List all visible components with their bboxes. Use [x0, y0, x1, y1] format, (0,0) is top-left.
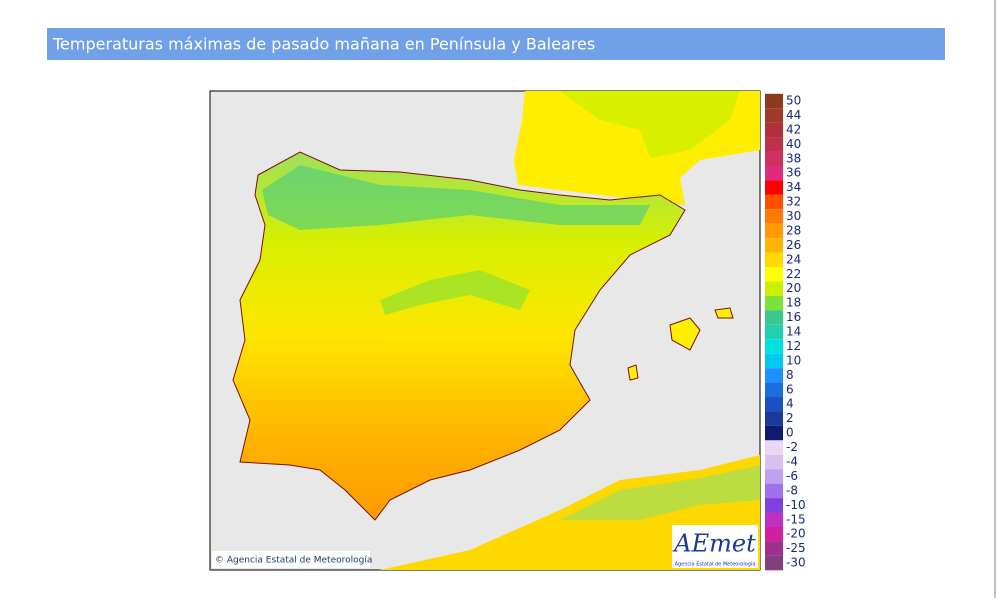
legend-swatch [765, 382, 783, 398]
legend-label: 24 [786, 252, 801, 266]
copyright-box [212, 551, 370, 568]
legend-swatch [765, 252, 783, 268]
legend-label: 50 [786, 94, 801, 108]
legend-swatch [765, 324, 783, 340]
legend-swatch [765, 310, 783, 325]
legend-swatch [765, 267, 783, 282]
legend-swatch [765, 339, 783, 354]
legend-swatch [765, 108, 783, 123]
legend-swatch [765, 93, 783, 109]
legend-label: -2 [786, 440, 798, 454]
legend-swatch [765, 194, 783, 210]
copyright: © Agencia Estatal de Meteorología [215, 556, 372, 566]
france-relief [560, 91, 740, 158]
legend-swatch [765, 454, 783, 470]
legend-swatch [765, 526, 783, 542]
iberia [232, 151, 686, 521]
legend-label: -20 [786, 527, 806, 541]
north-relief [262, 165, 650, 230]
legend-swatch [765, 165, 783, 181]
legend-label: -15 [786, 512, 806, 526]
legend-swatch [765, 483, 783, 499]
legend-label: 14 [786, 325, 801, 339]
legend-label: -8 [786, 483, 798, 497]
legend-label: 6 [786, 382, 794, 396]
legend-swatch [765, 137, 783, 152]
legend-swatch [765, 353, 783, 369]
legend-label: 36 [786, 166, 801, 180]
header-bar [47, 28, 945, 60]
legend-label: 0 [786, 426, 794, 440]
legend-label: 30 [786, 209, 801, 223]
legend-label: 10 [786, 353, 801, 367]
logo-subtitle: Agencia Estatal de Meteorología [675, 561, 756, 568]
legend-swatch [765, 223, 783, 239]
legend-label: 22 [786, 267, 801, 281]
legend-swatch [765, 469, 783, 484]
legend-label: 34 [786, 180, 801, 194]
legend-swatch [765, 368, 783, 383]
legend-label: 20 [786, 281, 801, 295]
balearics [627, 307, 734, 381]
central-relief [380, 270, 530, 315]
legend-swatch [765, 498, 783, 513]
legend-swatch [765, 281, 783, 296]
atlas-relief [560, 465, 760, 520]
legend: 5044424038363432302826242220181614121086… [765, 94, 806, 571]
legend-label: 2 [786, 411, 794, 425]
legend-label: 44 [786, 108, 801, 122]
legend-swatch [765, 440, 783, 455]
header-title: Temperaturas máximas de pasado mañana en… [52, 35, 595, 54]
legend-label: 8 [786, 368, 794, 382]
legend-label: 16 [786, 310, 801, 324]
legend-swatch [765, 512, 783, 527]
legend-swatch [765, 541, 783, 556]
legend-label: -6 [786, 469, 798, 483]
legend-label: -30 [786, 556, 806, 570]
legend-swatch [765, 238, 783, 253]
legend-label: 40 [786, 137, 801, 151]
legend-label: 42 [786, 122, 801, 136]
legend-swatch [765, 411, 783, 426]
legend-label: -4 [786, 455, 798, 469]
legend-swatch [765, 209, 783, 224]
legend-label: 32 [786, 195, 801, 209]
legend-label: 38 [786, 151, 801, 165]
legend-label: -10 [786, 498, 806, 512]
logo-box [672, 525, 758, 568]
legend-label: 4 [786, 397, 794, 411]
legend-swatch [765, 122, 783, 138]
legend-label: -25 [786, 541, 806, 555]
legend-swatch [765, 151, 783, 166]
legend-swatch [765, 555, 783, 571]
legend-swatch [765, 397, 783, 412]
legend-label: 12 [786, 339, 801, 353]
legend-swatch [765, 425, 783, 441]
logo: AEmet [672, 530, 756, 558]
legend-swatch [765, 295, 783, 311]
legend-swatch [765, 180, 783, 195]
legend-label: 26 [786, 238, 801, 252]
legend-label: 18 [786, 296, 801, 310]
legend-label: 28 [786, 223, 801, 237]
map: © Agencia Estatal de Meteorología AEmet … [209, 90, 761, 571]
